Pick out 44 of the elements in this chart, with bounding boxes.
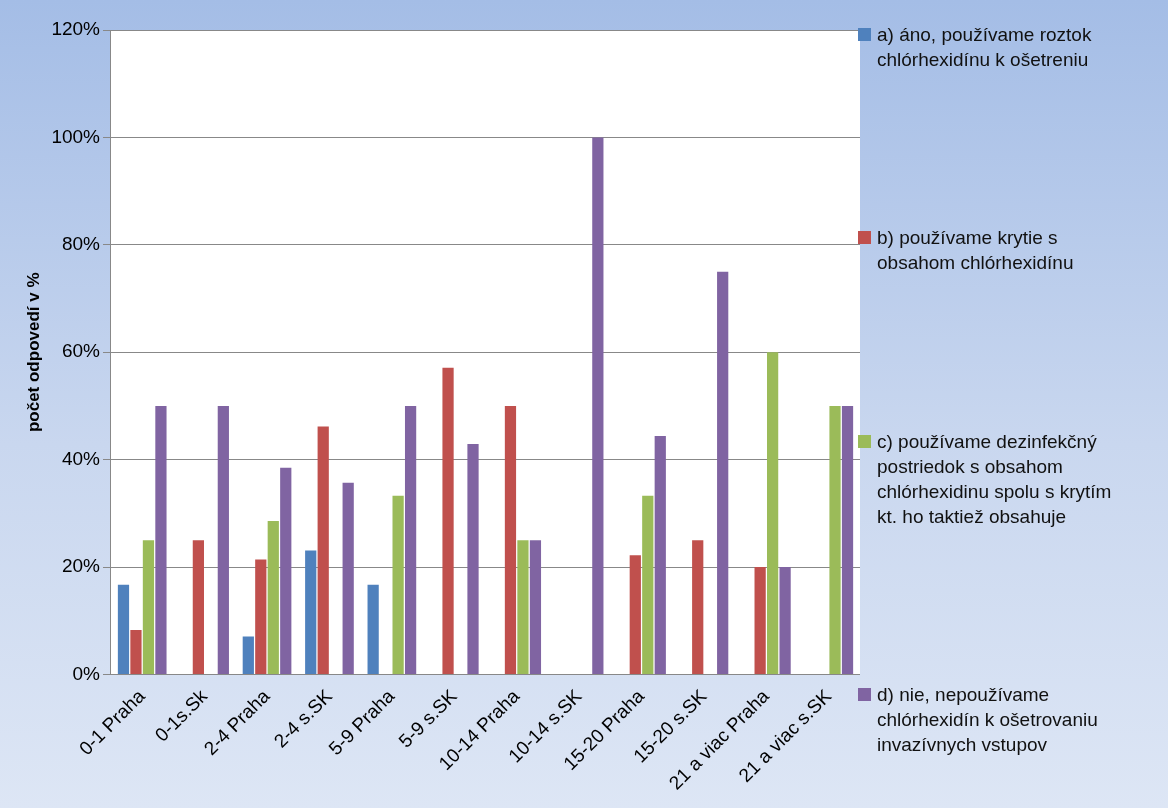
- y-tick-label: 120%: [51, 18, 101, 40]
- y-tick-label: 100%: [51, 125, 101, 147]
- bar: [192, 540, 204, 675]
- bar: [754, 567, 766, 675]
- bar: [155, 405, 167, 675]
- bar: [779, 567, 791, 675]
- bar: [267, 520, 279, 675]
- bar: [367, 584, 379, 675]
- bar: [404, 405, 417, 675]
- bar: [529, 540, 542, 675]
- legend-label: b) používame krytie s obsahom chlórhexidínu: [877, 226, 1075, 276]
- bar: [654, 436, 666, 675]
- legend-label: a) áno, používame roztok chlórhexidínu k ošetreniu: [877, 23, 1093, 72]
- bar: [467, 444, 479, 675]
- bar: [504, 405, 517, 675]
- legend-label: c) používame dezinfekčný postriedok s obsahom chlórhexidinu spolu s krytím kt. ho taktiež obsahuje: [877, 429, 1113, 529]
- bar: [841, 405, 854, 675]
- bar: [342, 482, 354, 675]
- bar: [717, 271, 729, 675]
- y-tick-label: 20%: [61, 555, 101, 577]
- bar: [242, 636, 254, 675]
- bar: [517, 540, 529, 675]
- bar: [317, 426, 329, 675]
- bar: [255, 559, 267, 675]
- bar: [130, 629, 142, 675]
- y-tick-label: 60%: [61, 340, 101, 362]
- bar: [117, 584, 130, 675]
- bar: [767, 352, 779, 675]
- bar: [217, 405, 229, 675]
- y-tick-label: 80%: [61, 233, 101, 255]
- bar: [305, 550, 317, 675]
- bar: [692, 540, 704, 675]
- bar: [592, 137, 604, 675]
- bar: [642, 495, 654, 675]
- bar: [442, 367, 454, 675]
- bar: [829, 405, 841, 675]
- y-axis-title: počet odpovedí v %: [23, 272, 43, 433]
- bar: [280, 467, 292, 675]
- bar: [629, 555, 641, 675]
- legend-label: d) nie, nepoužívame chlórhexidín k ošetrovaniu invazívnych vstupov: [877, 683, 1099, 757]
- y-tick-label: 0%: [72, 662, 101, 684]
- bar: [142, 540, 155, 675]
- bar: [392, 495, 404, 675]
- y-tick-label: 40%: [61, 447, 101, 469]
